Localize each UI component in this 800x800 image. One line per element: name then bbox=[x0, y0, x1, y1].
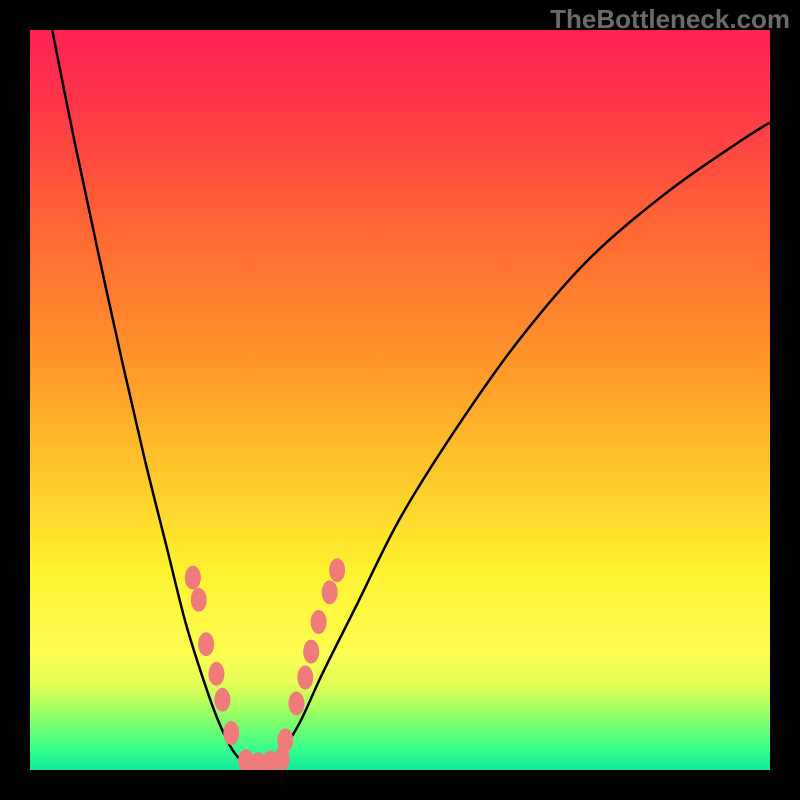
marker-point bbox=[322, 580, 338, 604]
plot-area bbox=[30, 30, 770, 770]
curve-right bbox=[259, 123, 770, 771]
marker-point bbox=[311, 610, 327, 634]
marker-point bbox=[297, 666, 313, 690]
curve-layer bbox=[30, 30, 770, 770]
marker-point bbox=[303, 640, 319, 664]
figure-canvas: TheBottleneck.com bbox=[0, 0, 800, 800]
marker-point bbox=[277, 728, 293, 752]
marker-point bbox=[198, 632, 214, 656]
marker-point bbox=[191, 588, 207, 612]
marker-point bbox=[208, 662, 224, 686]
marker-point bbox=[329, 558, 345, 582]
curve-left bbox=[52, 30, 259, 770]
marker-point bbox=[185, 566, 201, 590]
marker-point bbox=[223, 721, 239, 745]
marker-point bbox=[214, 688, 230, 712]
marker-point bbox=[288, 691, 304, 715]
watermark-text: TheBottleneck.com bbox=[550, 4, 790, 35]
